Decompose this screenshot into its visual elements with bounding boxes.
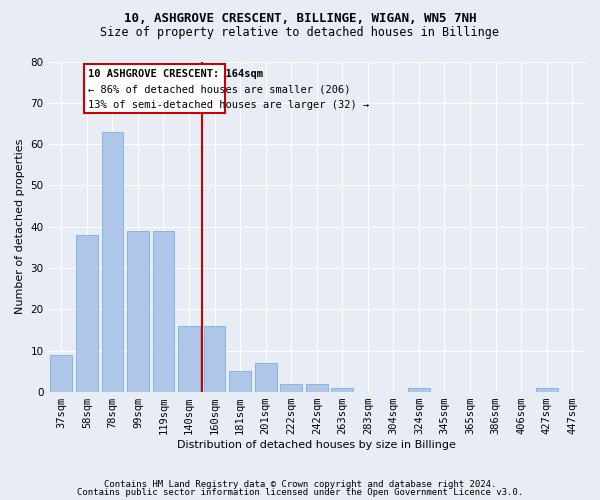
Bar [280,384,302,392]
Text: ← 86% of detached houses are smaller (206): ← 86% of detached houses are smaller (20… [88,84,350,94]
Text: Size of property relative to detached houses in Billinge: Size of property relative to detached ho… [101,26,499,39]
Bar [255,363,277,392]
Bar [76,235,98,392]
Y-axis label: Number of detached properties: Number of detached properties [15,139,25,314]
Text: Contains public sector information licensed under the Open Government Licence v3: Contains public sector information licen… [77,488,523,497]
Bar [204,326,226,392]
Bar [408,388,430,392]
Text: 10, ASHGROVE CRESCENT, BILLINGE, WIGAN, WN5 7NH: 10, ASHGROVE CRESCENT, BILLINGE, WIGAN, … [124,12,476,26]
X-axis label: Distribution of detached houses by size in Billinge: Distribution of detached houses by size … [178,440,456,450]
Bar [178,326,200,392]
FancyBboxPatch shape [85,64,225,113]
Text: 10 ASHGROVE CRESCENT: 164sqm: 10 ASHGROVE CRESCENT: 164sqm [88,68,263,78]
Bar [152,231,175,392]
Bar [127,231,149,392]
Bar [101,132,123,392]
Bar [229,372,251,392]
Bar [331,388,353,392]
Bar [50,355,72,392]
Bar [306,384,328,392]
Bar [536,388,557,392]
Text: Contains HM Land Registry data © Crown copyright and database right 2024.: Contains HM Land Registry data © Crown c… [104,480,496,489]
Text: 13% of semi-detached houses are larger (32) →: 13% of semi-detached houses are larger (… [88,100,370,110]
